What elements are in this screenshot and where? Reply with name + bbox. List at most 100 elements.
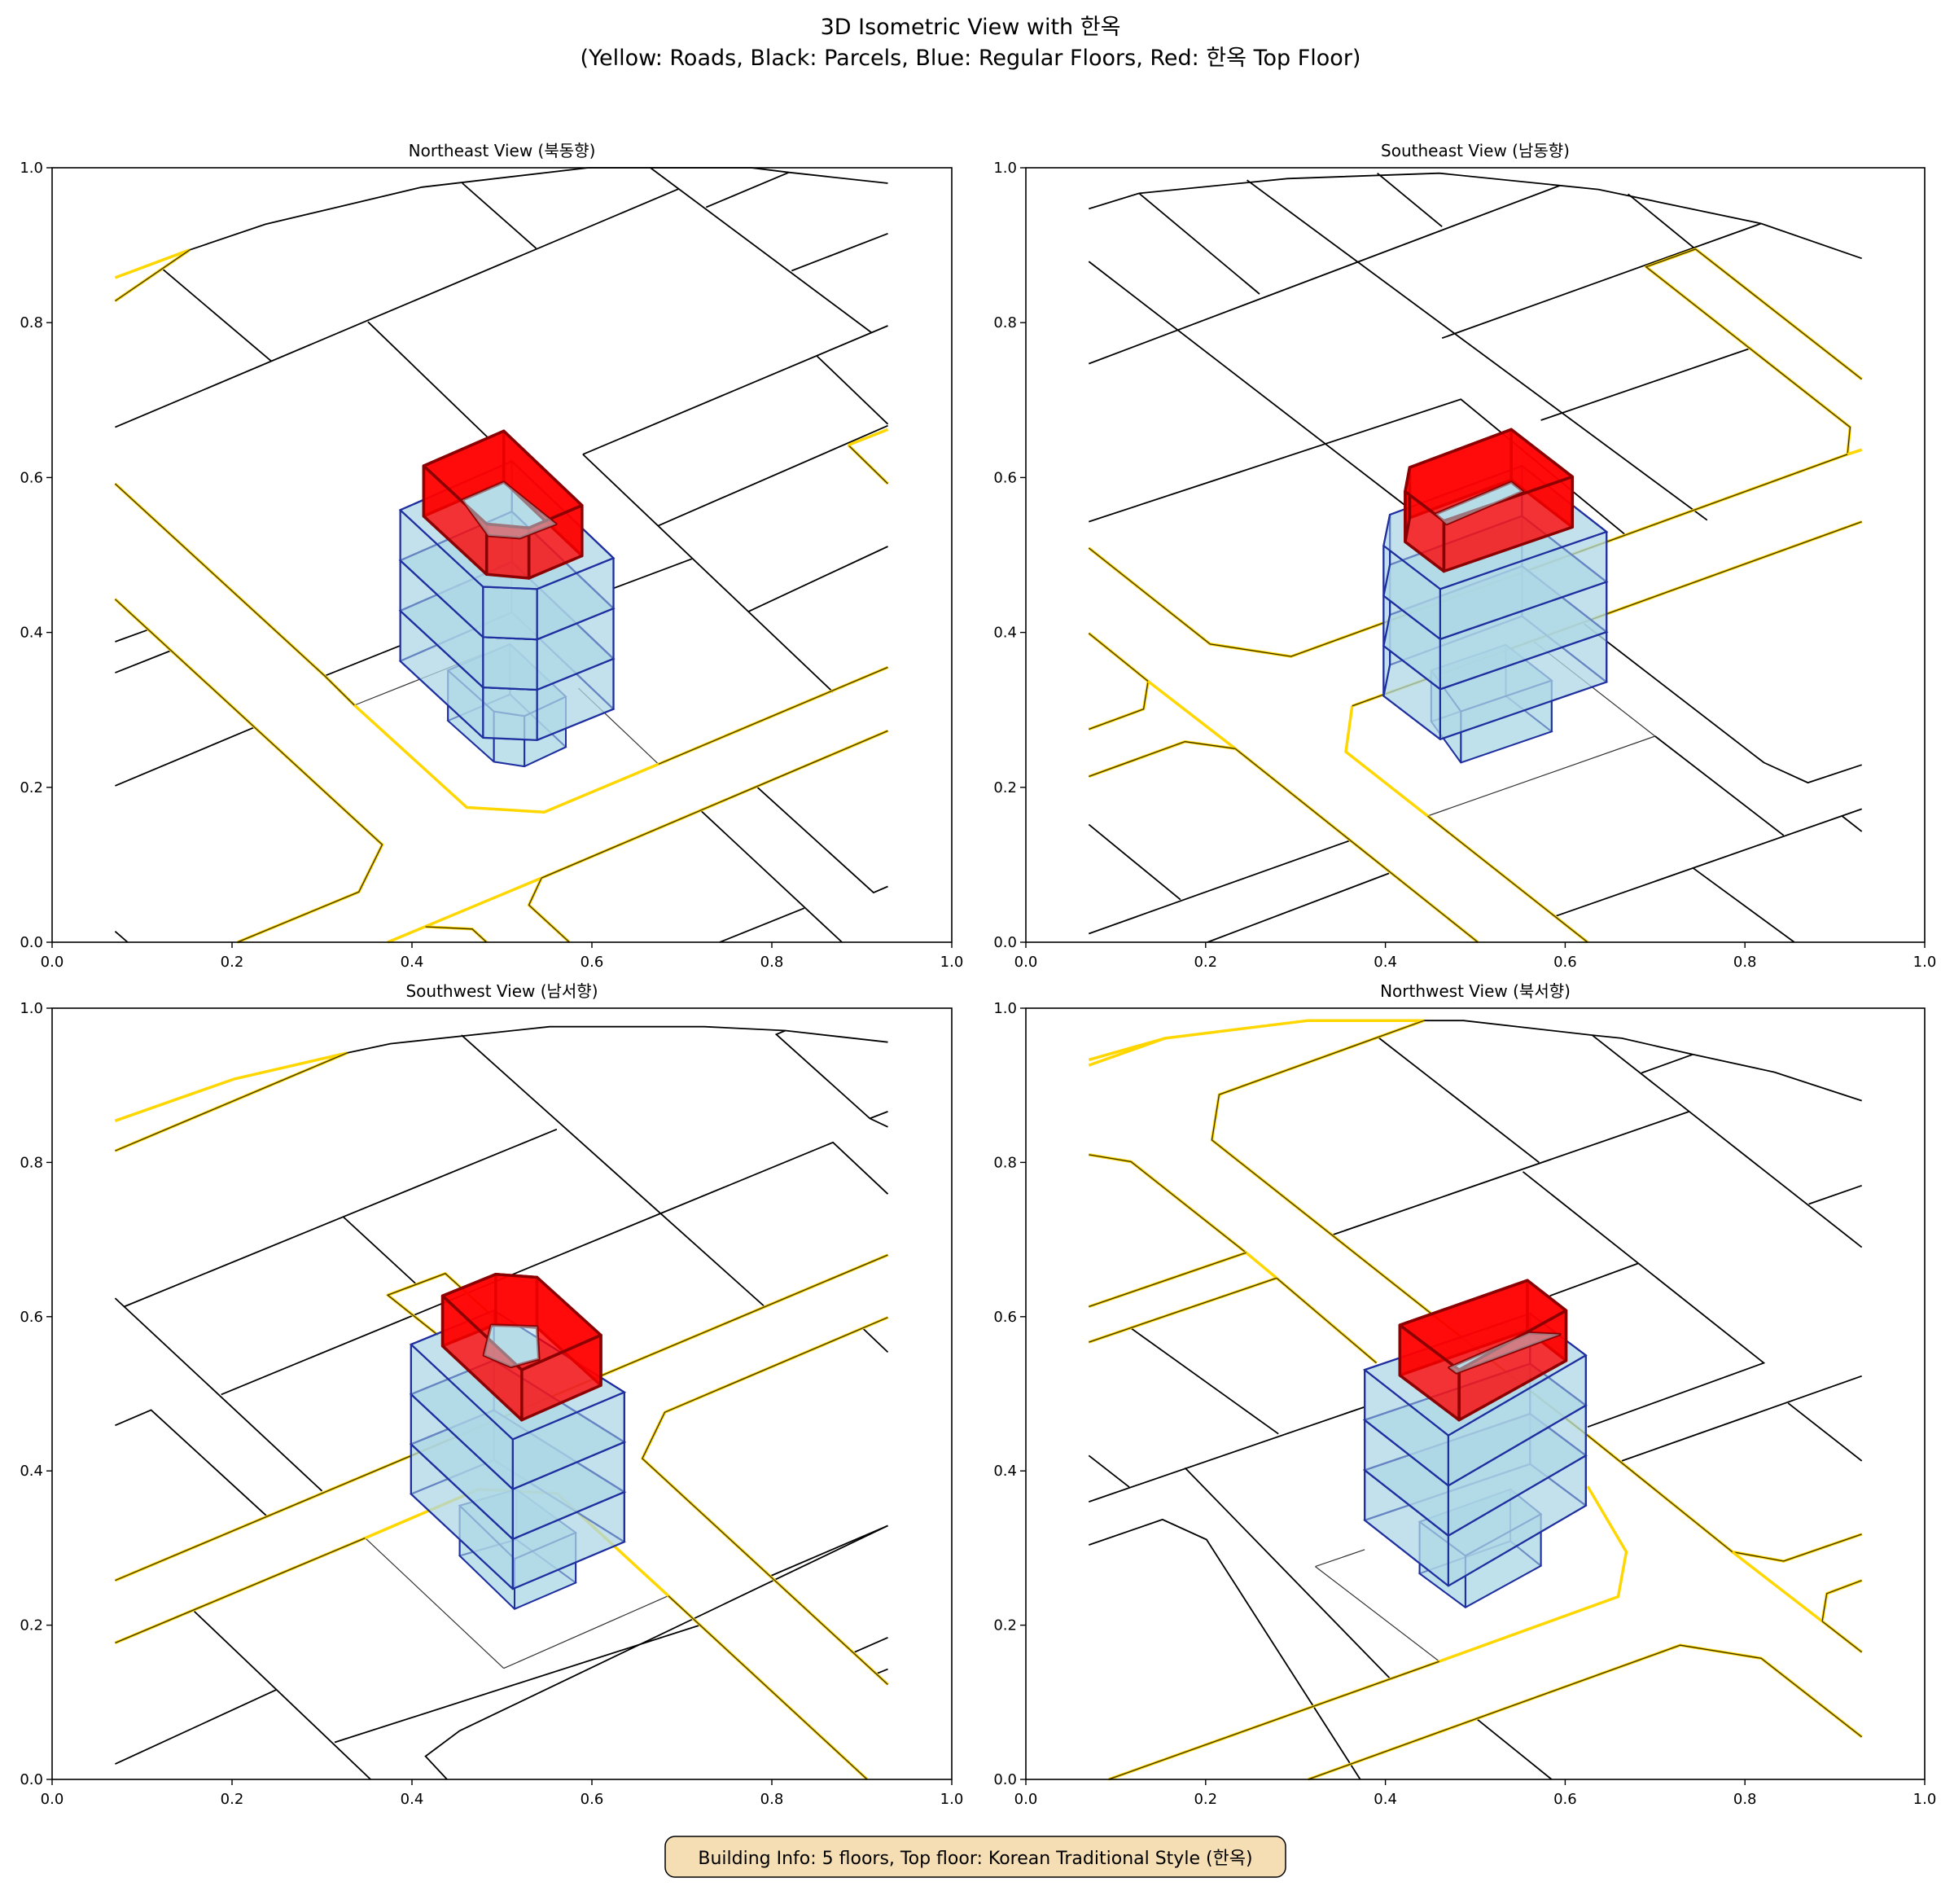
parcel-line — [1207, 872, 1390, 943]
road-line — [1245, 1251, 1278, 1279]
y-tick-label: 0.4 — [20, 625, 43, 642]
parcel-line — [1184, 1467, 1391, 1679]
road-edge-line — [1427, 815, 1588, 943]
parcel-line — [324, 644, 401, 677]
road-edge-line — [528, 877, 570, 943]
parcel-line — [1591, 1034, 1863, 1248]
parcel-line — [1475, 1718, 1553, 1780]
x-tick-label: 0.4 — [401, 954, 424, 971]
road-edge-line — [1088, 633, 1149, 730]
road-edge-line — [115, 1052, 348, 1152]
parcel-line — [1088, 261, 1406, 507]
parcel-line — [582, 454, 834, 693]
x-tick-label: 1.0 — [940, 1791, 964, 1808]
parcel-line — [1130, 1327, 1279, 1435]
x-tick-label: 1.0 — [940, 954, 964, 971]
road-edge-line — [1821, 1621, 1863, 1653]
parcel-line — [875, 1668, 888, 1675]
parcel-line — [747, 546, 888, 612]
parcel-line — [1808, 1184, 1862, 1205]
hanok-courtyard — [1449, 1332, 1560, 1373]
x-tick-label: 0.4 — [1374, 954, 1397, 971]
parcel-line — [1584, 623, 1862, 784]
x-tick-label: 0.0 — [1014, 954, 1038, 971]
hanok-top-floor — [440, 1272, 602, 1422]
y-tick-label: 0.2 — [993, 779, 1017, 796]
road-edge-line — [1089, 1277, 1277, 1343]
y-tick-label: 0.0 — [993, 934, 1017, 951]
x-tick-label: 0.0 — [41, 1791, 64, 1808]
road-line — [1088, 1019, 1425, 1062]
x-tick-label: 0.0 — [1014, 1791, 1038, 1808]
parcel-line — [816, 355, 889, 425]
road-edge-line — [114, 599, 383, 943]
info-box-background — [664, 1836, 1286, 1878]
parcel-line — [1088, 185, 1561, 365]
info-box-text: Building Info: 5 floors, Top floor: Kore… — [698, 1849, 1252, 1869]
parcel-line — [791, 232, 888, 272]
parcel-line — [613, 558, 693, 590]
subplot-4: Northwest View (북서향) 0.0 0.2 0.4 0.6 0.8 1.0 0.… — [993, 981, 1936, 1808]
road-edge-line — [1089, 1252, 1247, 1308]
regular-floor-2-side-face — [482, 686, 538, 741]
parcel-line — [1089, 1518, 1361, 1780]
parcel-line — [1377, 1036, 1540, 1164]
y-tick-label: 0.8 — [993, 1154, 1017, 1171]
subplot-1: Northeast View (북동향) 0.0 0.2 0.4 0.6 0.8 1.0 0.… — [20, 141, 963, 971]
road-line — [1344, 705, 1429, 818]
y-tick-label: 0.6 — [993, 1309, 1017, 1326]
y-tick-label: 0.0 — [20, 1771, 43, 1788]
parcel-line — [115, 1409, 268, 1517]
parcel-line — [705, 171, 790, 208]
x-tick-label: 0.2 — [1194, 1791, 1217, 1808]
parcel-line — [367, 321, 489, 438]
x-tick-label: 0.8 — [760, 1791, 784, 1808]
y-tick-label: 1.0 — [993, 1000, 1017, 1017]
parcel-line — [1247, 179, 1708, 521]
parcel-line — [1089, 1406, 1365, 1503]
road-line — [848, 428, 889, 447]
parcel-line — [221, 1141, 889, 1396]
y-tick-label: 0.4 — [20, 1463, 43, 1480]
parcel-line — [193, 1610, 371, 1780]
parcel-line-thin — [503, 1595, 669, 1669]
road-line — [1439, 1485, 1628, 1663]
road-line — [1731, 1551, 1824, 1623]
x-tick-label: 0.6 — [1553, 954, 1577, 971]
subplot-2: Southeast View (남동향) 0.0 0.2 0.4 0.6 0.8 1.0 0.… — [993, 141, 1936, 971]
road-edge-line — [115, 249, 191, 302]
road-edge-line — [1089, 1154, 1247, 1253]
road-edge-line — [658, 666, 888, 765]
figure-title-line1: 3D Isometric View with 한옥 — [821, 15, 1121, 40]
parcel-line — [870, 1111, 888, 1120]
parcel-line — [462, 182, 537, 249]
y-tick-label: 0.6 — [20, 1309, 43, 1326]
road-line — [114, 1051, 348, 1122]
hanok-top-floor — [1404, 428, 1574, 573]
road-line — [387, 876, 542, 944]
parcel-line — [756, 787, 888, 894]
parcel-line — [1540, 348, 1749, 421]
y-tick-label: 0.8 — [20, 314, 43, 331]
building — [409, 1272, 627, 1610]
parcel-line — [1787, 1402, 1863, 1462]
parcel-line-thin — [365, 1538, 505, 1669]
y-tick-label: 0.6 — [20, 469, 43, 486]
road-edge-line — [1308, 1644, 1863, 1780]
parcel-line — [1088, 823, 1181, 901]
hanok-top-floor — [1398, 1279, 1568, 1422]
y-tick-label: 1.0 — [20, 1000, 43, 1017]
parcel-line — [114, 931, 129, 943]
y-tick-label: 0.0 — [20, 934, 43, 951]
road-line — [114, 248, 191, 279]
y-tick-label: 0.8 — [20, 1154, 43, 1171]
subplot-title: Northeast View (북동향) — [409, 141, 596, 160]
road-edge-line — [642, 1317, 888, 1685]
x-tick-label: 0.4 — [1374, 1791, 1397, 1808]
parcel-line — [1556, 808, 1862, 917]
subplot-title: Northwest View (북서향) — [1380, 981, 1571, 1001]
axes-frame — [1025, 1007, 1926, 1780]
parcel-line — [1522, 1171, 1766, 1428]
parcel-line — [1424, 1020, 1862, 1102]
road-edge-line — [115, 1538, 366, 1643]
